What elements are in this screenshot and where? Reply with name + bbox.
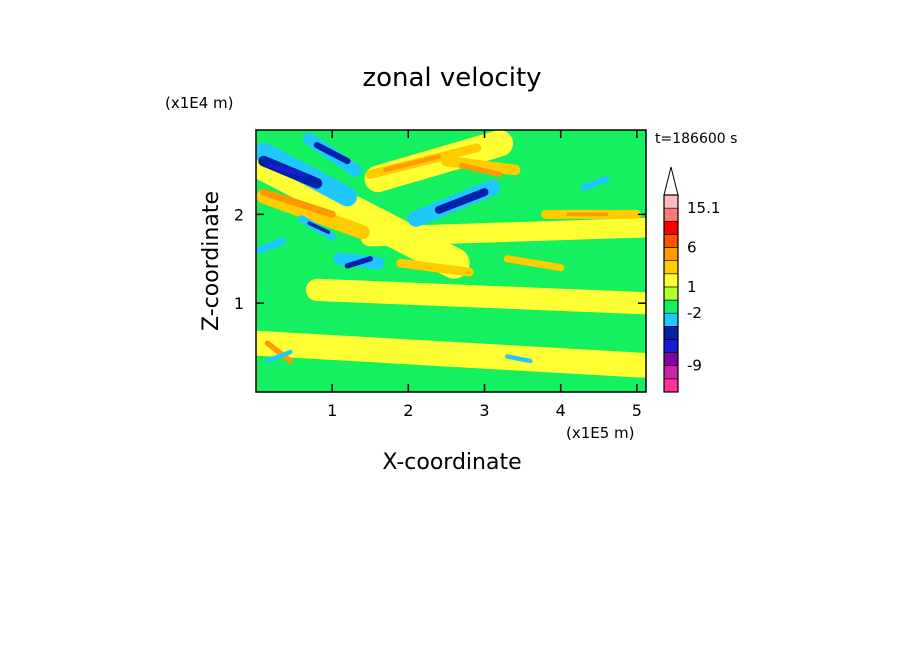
contour-band — [344, 256, 373, 269]
colorbar-label: 1 — [687, 278, 697, 296]
plot-frame — [255, 129, 647, 393]
colorbar-label: -9 — [687, 357, 702, 375]
contour-band — [307, 221, 331, 234]
colorbar-level — [663, 194, 679, 209]
colorbar-level — [663, 286, 679, 301]
contour-band — [396, 258, 474, 277]
y-unit-label: (x1E4 m) — [165, 94, 234, 112]
contour-band — [256, 189, 370, 240]
colorbar-level — [663, 273, 679, 288]
colorbar-level — [663, 207, 679, 222]
colorbar-label: -2 — [687, 304, 702, 322]
colorbar-level — [663, 378, 679, 393]
x-tick-label: 3 — [479, 401, 489, 420]
chart-title: zonal velocity — [362, 63, 541, 93]
y-tick-label: 1 — [234, 294, 244, 313]
y-tick-label: 2 — [234, 205, 244, 224]
contour-band — [264, 340, 293, 364]
colorbar-level — [663, 312, 679, 327]
contour-band — [305, 278, 646, 315]
contour-band — [503, 255, 565, 272]
x-tick-label: 1 — [327, 401, 337, 420]
colorbar-label: 15.1 — [687, 199, 720, 217]
colorbar-level — [663, 299, 679, 314]
x-axis-ticks: 1 2 3 4 5 — [327, 130, 642, 420]
x-unit-label: (x1E5 m) — [566, 424, 635, 442]
colorbar-level — [663, 260, 679, 275]
contour-band — [434, 188, 489, 214]
colorbar-frame — [663, 194, 679, 393]
contour-band — [313, 141, 351, 165]
contour-band — [256, 145, 470, 279]
plot-area — [256, 130, 646, 392]
colorbar-level — [663, 234, 679, 248]
contour-band — [580, 175, 610, 191]
contour-band — [269, 163, 304, 177]
x-tick-label: 4 — [556, 401, 566, 420]
contour-band — [260, 188, 336, 218]
colorbar-labels: 15.1 6 1 -2 -9 — [687, 199, 720, 375]
colorbar-level — [663, 326, 679, 340]
y-axis-title: Z-coordinate — [199, 191, 224, 331]
colorbar-level — [663, 339, 679, 353]
colorbar-label: 6 — [687, 239, 697, 257]
contour-band — [256, 237, 287, 254]
field-contours — [256, 130, 646, 389]
contour-band — [256, 330, 646, 378]
time-label: t=186600 s — [655, 131, 737, 147]
colorbar-level — [663, 220, 679, 235]
colorbar-extend-arrow — [663, 166, 679, 196]
x-tick-label: 5 — [632, 401, 642, 420]
y-axis-ticks: 12 — [234, 205, 646, 313]
contour-band — [441, 155, 521, 176]
contour-band — [505, 354, 533, 364]
colorbar-level — [663, 352, 679, 367]
x-axis-title: X-coordinate — [382, 450, 521, 475]
contour-band — [458, 162, 503, 178]
colorbar-level — [663, 247, 679, 261]
colorbar-level — [663, 365, 679, 380]
x-tick-label: 2 — [403, 401, 413, 420]
contour-band — [265, 349, 293, 364]
contour-band — [383, 154, 442, 173]
colorbar — [663, 166, 679, 393]
